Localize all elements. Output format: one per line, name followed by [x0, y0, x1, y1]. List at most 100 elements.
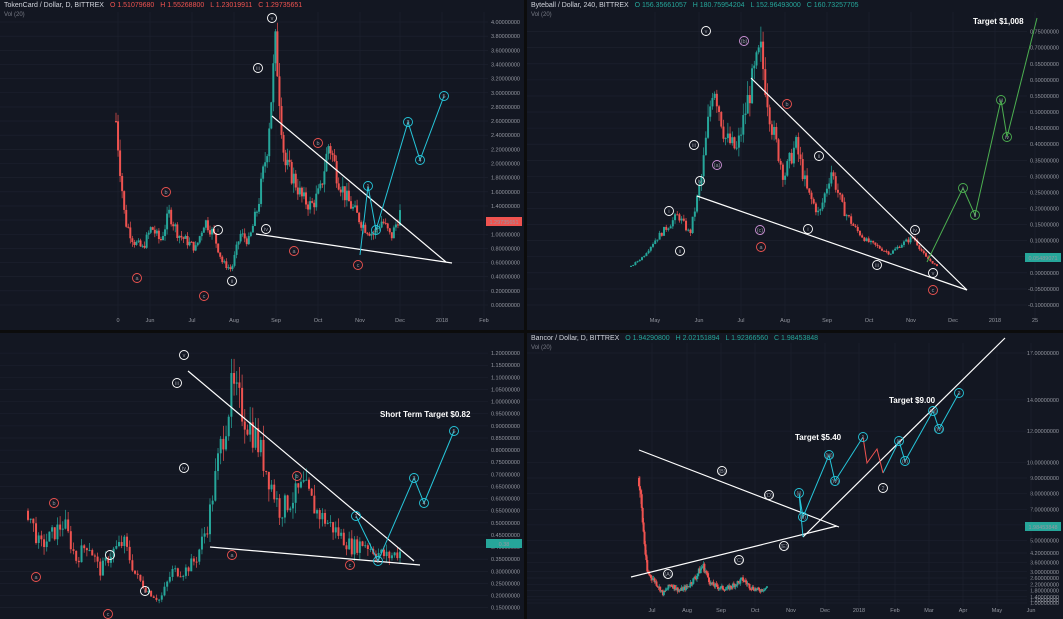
trend-line — [696, 195, 968, 291]
candle-body — [208, 230, 211, 235]
candle-body — [308, 479, 311, 489]
x-tick-label: Nov — [906, 318, 916, 324]
wave-marker — [172, 378, 182, 388]
candle-body — [305, 192, 308, 205]
candle-body — [929, 259, 932, 262]
wave-marker — [739, 36, 749, 46]
tokencard-chart-panel[interactable]: 4.00000000 3.80000000 3.60000000 3.40000000… — [0, 0, 524, 330]
candle-body — [272, 63, 275, 103]
candle-body — [781, 164, 784, 180]
y-tick-label: 0.55000000 — [491, 509, 520, 515]
x-tick-label: Jun — [1027, 608, 1036, 614]
wave-marker — [701, 26, 711, 36]
candle-body — [735, 147, 738, 149]
candle-body — [176, 568, 179, 577]
candle-body — [755, 52, 758, 66]
candle-body — [696, 195, 699, 212]
candle-body — [729, 133, 732, 144]
candle-body — [190, 558, 193, 572]
byteball-chart-panel[interactable]: 0.75000000 0.70000000 0.65000000 0.60000000… — [527, 0, 1063, 330]
candle-body — [115, 121, 117, 123]
target-annotation-1: Target $5.40 — [795, 433, 842, 442]
candle-body — [745, 582, 748, 585]
candle-body — [788, 152, 791, 162]
wave-label: 5 — [442, 94, 445, 100]
tokencard-chart[interactable]: 4.00000000 3.80000000 3.60000000 3.40000000… — [0, 0, 524, 330]
candle-body — [136, 573, 139, 575]
byteball-chart[interactable]: 0.75000000 0.70000000 0.65000000 0.60000000… — [527, 0, 1063, 330]
candle-body — [385, 551, 388, 557]
candle-body — [305, 479, 308, 481]
candle-body — [759, 41, 762, 48]
x-tick-label: Nov — [355, 318, 365, 324]
volume-indicator-label[interactable]: Vol (20) — [4, 12, 25, 18]
y-tick-label: 0.60000000 — [491, 261, 520, 267]
candle-body — [691, 216, 694, 233]
wave-label: (ii) — [902, 459, 908, 465]
candle-body — [298, 187, 301, 195]
candle-body — [863, 237, 866, 242]
candle-body — [243, 233, 246, 239]
x-tick-label: Sep — [716, 608, 726, 614]
candle-body — [670, 585, 673, 587]
candle-body — [680, 218, 683, 221]
candle-body — [309, 201, 312, 210]
candle-body — [803, 175, 806, 180]
candle-body — [99, 561, 102, 576]
candle-body — [286, 159, 289, 166]
bancor-chart-panel[interactable]: 17.00000000 14.00000000 12.00000000 10.0000… — [527, 333, 1063, 619]
candle-body — [155, 230, 158, 234]
high-value: H 1.55268800 — [160, 2, 205, 9]
candle-body — [176, 224, 179, 239]
candle-body — [300, 187, 303, 197]
candle-body — [856, 226, 859, 231]
candle-body — [327, 146, 330, 154]
candle-body — [368, 233, 371, 236]
candle-body — [249, 232, 252, 237]
candle-body — [907, 239, 910, 243]
candle-body — [219, 252, 222, 257]
wave-label: iii — [875, 263, 879, 269]
candle-body — [274, 31, 277, 64]
candle-body — [180, 235, 183, 238]
candle-body — [347, 190, 350, 202]
symbol-label[interactable]: TokenCard / Dollar, D, BITTREX — [4, 2, 104, 9]
candle-body — [724, 138, 727, 140]
y-tick-label: 3.20000000 — [491, 77, 520, 83]
symbol-label[interactable]: Bancor / Dollar, D, BITTREX — [531, 335, 620, 342]
volume-indicator-label[interactable]: Vol (20) — [531, 12, 552, 18]
candle-body — [211, 228, 214, 235]
candle-body — [260, 178, 263, 204]
candle-body — [198, 549, 201, 562]
candle-body — [121, 175, 124, 192]
price-tag — [486, 539, 522, 548]
candle-body — [641, 507, 644, 523]
y-tick-label: -0.05000000 — [1028, 287, 1059, 293]
y-tick-label: 0.00000000 — [1030, 271, 1059, 277]
third-chart-panel[interactable]: 1.20000000 1.15000000 1.10000000 1.05000000… — [0, 333, 524, 619]
candle-body — [253, 211, 256, 226]
candle-body — [632, 264, 635, 266]
candle-body — [880, 248, 883, 251]
candle-body — [206, 533, 209, 535]
wave-label: a — [34, 575, 38, 581]
candle-body — [364, 224, 367, 233]
y-tick-label: 0.45000000 — [491, 533, 520, 539]
y-tick-label: 1.20000000 — [1030, 598, 1059, 604]
candle-body — [739, 579, 742, 584]
candle-body — [707, 577, 710, 583]
projection-path — [882, 392, 960, 474]
candle-body — [109, 557, 112, 563]
wave-label: (iv) — [935, 427, 943, 433]
wave-marker — [49, 498, 59, 508]
volume-indicator-label[interactable]: Vol (20) — [531, 345, 552, 351]
bancor-chart[interactable]: 17.0000000014.0000000012.0000000010.0000… — [527, 333, 1063, 619]
candle-body — [841, 194, 844, 202]
wave-marker — [695, 176, 705, 186]
third-chart[interactable]: 1.20000000 1.15000000 1.10000000 1.05000000… — [0, 333, 524, 619]
candle-body — [310, 488, 313, 496]
candle-body — [704, 137, 707, 156]
x-tick-label: Jun — [695, 318, 704, 324]
symbol-label[interactable]: Byteball / Dollar, 240, BITTREX — [531, 2, 629, 9]
candle-body — [241, 233, 244, 235]
